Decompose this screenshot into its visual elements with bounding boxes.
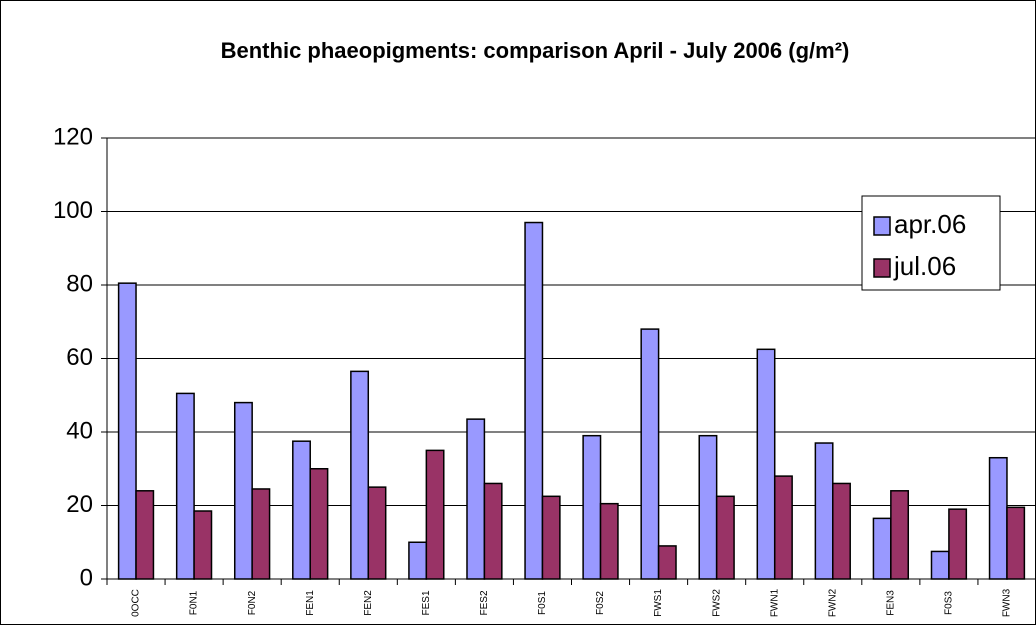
x-tick-label: FWS2 <box>711 589 722 617</box>
bar <box>483 482 503 580</box>
bar <box>773 475 793 580</box>
bar <box>890 490 910 580</box>
bar <box>251 488 271 580</box>
y-tick-label: 60 <box>66 344 93 371</box>
x-tick-label: FES2 <box>479 590 490 615</box>
bar <box>948 508 968 580</box>
bar <box>582 434 602 580</box>
bar <box>657 545 677 580</box>
y-tick-label: 20 <box>66 491 93 518</box>
bar <box>599 502 619 580</box>
bar <box>135 490 155 580</box>
bar <box>698 434 718 580</box>
bar <box>988 456 1008 580</box>
x-tick-label: FEN1 <box>305 590 316 616</box>
x-tick-label: F0S1 <box>537 591 548 615</box>
x-tick-label: F0S3 <box>944 591 955 615</box>
x-tick-label: FWN3 <box>1002 588 1013 617</box>
legend-label: jul.06 <box>893 251 956 281</box>
x-tick-label: FWS1 <box>653 589 664 617</box>
bar <box>309 468 329 580</box>
bar <box>832 482 851 580</box>
x-tick-label: FWN2 <box>827 588 838 617</box>
bar <box>1006 506 1026 580</box>
bar <box>466 418 486 580</box>
bar <box>930 550 950 580</box>
y-tick-label: 0 <box>80 564 93 591</box>
bar <box>715 495 735 580</box>
x-tick-label: F0N1 <box>189 590 200 615</box>
x-tick-label: F0N2 <box>247 590 258 615</box>
x-tick-label: 0OCC <box>131 589 142 617</box>
legend-swatch <box>873 258 891 278</box>
x-tick-label: FWN1 <box>769 588 780 617</box>
bar <box>408 541 428 580</box>
bar <box>233 401 253 580</box>
bar <box>872 517 892 580</box>
y-tick-label: 40 <box>66 417 93 444</box>
chart-title: Benthic phaeopigments: comparison April … <box>221 38 850 63</box>
bar <box>814 442 834 580</box>
y-tick-label: 100 <box>53 197 93 224</box>
bar <box>425 449 445 580</box>
x-tick-label: FEN2 <box>363 590 374 616</box>
y-tick-label: 80 <box>66 270 93 297</box>
bar <box>193 510 213 580</box>
legend-label: apr.06 <box>894 209 966 239</box>
legend-swatch <box>873 216 891 236</box>
bar <box>292 440 311 580</box>
bar <box>640 328 660 580</box>
bar <box>367 486 387 580</box>
y-tick-label: 120 <box>53 123 93 150</box>
x-tick-label: FEN3 <box>885 590 896 616</box>
bar <box>350 370 370 580</box>
bar <box>756 348 776 580</box>
bar <box>175 392 195 580</box>
bar <box>541 495 561 580</box>
bar <box>117 282 137 580</box>
x-tick-label: FES1 <box>421 590 432 615</box>
x-tick-label: F0S2 <box>595 591 606 615</box>
bar <box>524 221 544 580</box>
